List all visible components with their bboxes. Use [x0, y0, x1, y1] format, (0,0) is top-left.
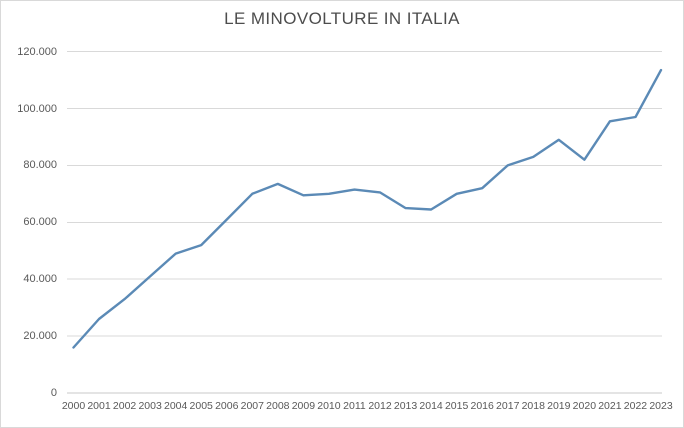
x-tick-label: 2017 — [496, 400, 520, 412]
chart-title: LE MINOVOLTURE IN ITALIA — [224, 9, 460, 28]
x-tick-label: 2020 — [572, 400, 597, 412]
x-tick-label: 2000 — [61, 400, 86, 412]
y-tick-label: 100.000 — [17, 102, 57, 115]
x-tick-label: 2013 — [393, 400, 418, 412]
x-tick-label: 2010 — [317, 400, 341, 412]
x-tick-label: 2021 — [598, 400, 622, 412]
x-tick-label: 2006 — [215, 400, 239, 412]
x-tick-label: 2023 — [649, 400, 673, 412]
y-tick-label: 60.000 — [23, 216, 57, 229]
x-tick-label: 2001 — [87, 400, 111, 412]
x-tick-label: 2011 — [343, 400, 366, 412]
x-tick-label: 2019 — [547, 400, 571, 412]
x-tick-label: 2016 — [470, 400, 494, 412]
x-tick-label: 2009 — [291, 400, 316, 412]
series-line — [72, 68, 663, 349]
x-tick-label: 2008 — [266, 400, 290, 412]
x-tick-label: 2004 — [163, 400, 188, 412]
y-tick-label: 40.000 — [23, 273, 57, 286]
y-tick-label: 120.000 — [17, 45, 57, 58]
x-tick-label: 2022 — [623, 400, 648, 412]
x-tick-label: 2012 — [368, 400, 392, 412]
x-tick-label: 2007 — [240, 400, 264, 412]
x-tick-label: 2014 — [419, 400, 443, 412]
x-tick-label: 2015 — [444, 400, 469, 412]
x-tick-label: 2005 — [189, 400, 213, 412]
x-tick-label: 2003 — [138, 400, 162, 412]
y-tick-label: 80.000 — [23, 159, 57, 172]
x-tick-label: 2002 — [112, 400, 137, 412]
y-tick-label: 0 — [50, 387, 57, 399]
x-tick-label: 2018 — [521, 400, 545, 412]
y-tick-label: 20.000 — [23, 330, 57, 343]
